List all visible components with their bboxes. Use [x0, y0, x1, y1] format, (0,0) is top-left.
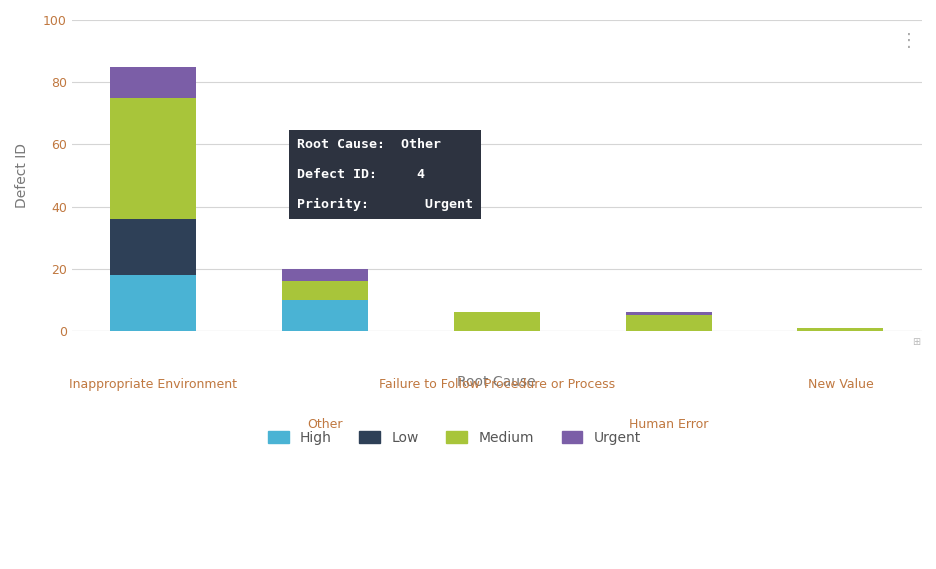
Bar	[625, 312, 710, 315]
Text: Other: Other	[307, 418, 343, 431]
Bar	[282, 300, 368, 331]
Text: Inappropriate Environment: Inappropriate Environment	[69, 378, 237, 391]
X-axis label: Root Cause: Root Cause	[457, 376, 535, 389]
Text: ⋮: ⋮	[899, 32, 916, 51]
Bar	[110, 275, 196, 331]
Bar	[110, 219, 196, 275]
Text: ⊞: ⊞	[912, 337, 919, 347]
Bar	[797, 328, 883, 331]
Text: Root Cause:  Other

Defect ID:     4

Priority:       Urgent: Root Cause: Other Defect ID: 4 Priority:…	[297, 138, 473, 211]
Text: Failure to Follow Procedure or Process: Failure to Follow Procedure or Process	[378, 378, 614, 391]
Y-axis label: Defect ID: Defect ID	[15, 143, 29, 208]
Text: Human Error: Human Error	[628, 418, 708, 431]
Text: New Value: New Value	[807, 378, 872, 391]
Legend: High, Low, Medium, Urgent: High, Low, Medium, Urgent	[262, 425, 646, 450]
Bar	[110, 98, 196, 219]
Bar	[625, 315, 710, 331]
Bar	[282, 269, 368, 281]
Bar	[453, 312, 539, 331]
Bar	[110, 67, 196, 98]
Bar	[282, 281, 368, 300]
